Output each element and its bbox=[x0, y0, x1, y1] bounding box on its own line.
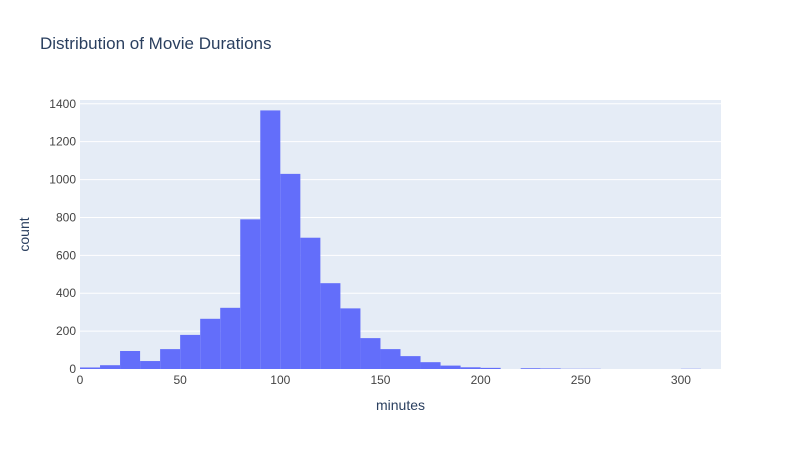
x-tick-label: 0 bbox=[77, 373, 84, 387]
chart-title: Distribution of Movie Durations bbox=[40, 34, 272, 53]
histogram-bar bbox=[300, 237, 321, 369]
histogram-bar bbox=[120, 351, 141, 369]
y-axis-label: count bbox=[16, 217, 32, 251]
histogram-bar bbox=[80, 367, 101, 369]
x-tick-label: 250 bbox=[571, 373, 591, 387]
y-axis-ticks: 0 200 400 600 800 1000 1200 1400 bbox=[49, 97, 76, 376]
histogram-bar bbox=[320, 283, 341, 369]
x-tick-label: 200 bbox=[471, 373, 491, 387]
y-tick-label: 1200 bbox=[49, 135, 76, 149]
x-axis-label: minutes bbox=[376, 397, 425, 413]
histogram-bar bbox=[100, 365, 121, 369]
histogram-bar bbox=[440, 365, 461, 369]
histogram-bar bbox=[180, 334, 201, 369]
plot-area bbox=[80, 100, 721, 369]
histogram-bar bbox=[280, 173, 301, 369]
histogram-bar bbox=[480, 367, 501, 369]
histogram-bar bbox=[220, 307, 241, 369]
histogram-bar bbox=[340, 308, 361, 369]
histogram-bar bbox=[540, 368, 561, 369]
histogram-bar bbox=[460, 367, 481, 369]
x-tick-label: 300 bbox=[671, 373, 691, 387]
y-tick-label: 200 bbox=[56, 324, 76, 338]
histogram-bars bbox=[80, 110, 701, 370]
y-tick-label: 0 bbox=[69, 362, 76, 376]
histogram-bar bbox=[140, 361, 161, 369]
histogram-bar bbox=[240, 219, 261, 369]
histogram-bar bbox=[160, 349, 181, 369]
histogram-bar bbox=[520, 368, 541, 369]
histogram-bar bbox=[380, 349, 401, 369]
histogram-bar bbox=[200, 318, 221, 369]
y-tick-label: 1400 bbox=[49, 97, 76, 111]
histogram-bar bbox=[420, 362, 441, 369]
y-tick-label: 400 bbox=[56, 286, 76, 300]
x-tick-label: 150 bbox=[370, 373, 390, 387]
histogram-bar bbox=[360, 338, 381, 369]
x-tick-label: 50 bbox=[173, 373, 187, 387]
grid-lines bbox=[80, 103, 721, 332]
histogram-bar bbox=[400, 356, 421, 369]
x-tick-label: 100 bbox=[270, 373, 290, 387]
y-tick-label: 800 bbox=[56, 210, 76, 224]
histogram-bar bbox=[260, 110, 281, 370]
x-axis-ticks: 0 50 100 150 200 250 300 bbox=[77, 373, 692, 387]
y-tick-label: 600 bbox=[56, 248, 76, 262]
y-tick-label: 1000 bbox=[49, 173, 76, 187]
